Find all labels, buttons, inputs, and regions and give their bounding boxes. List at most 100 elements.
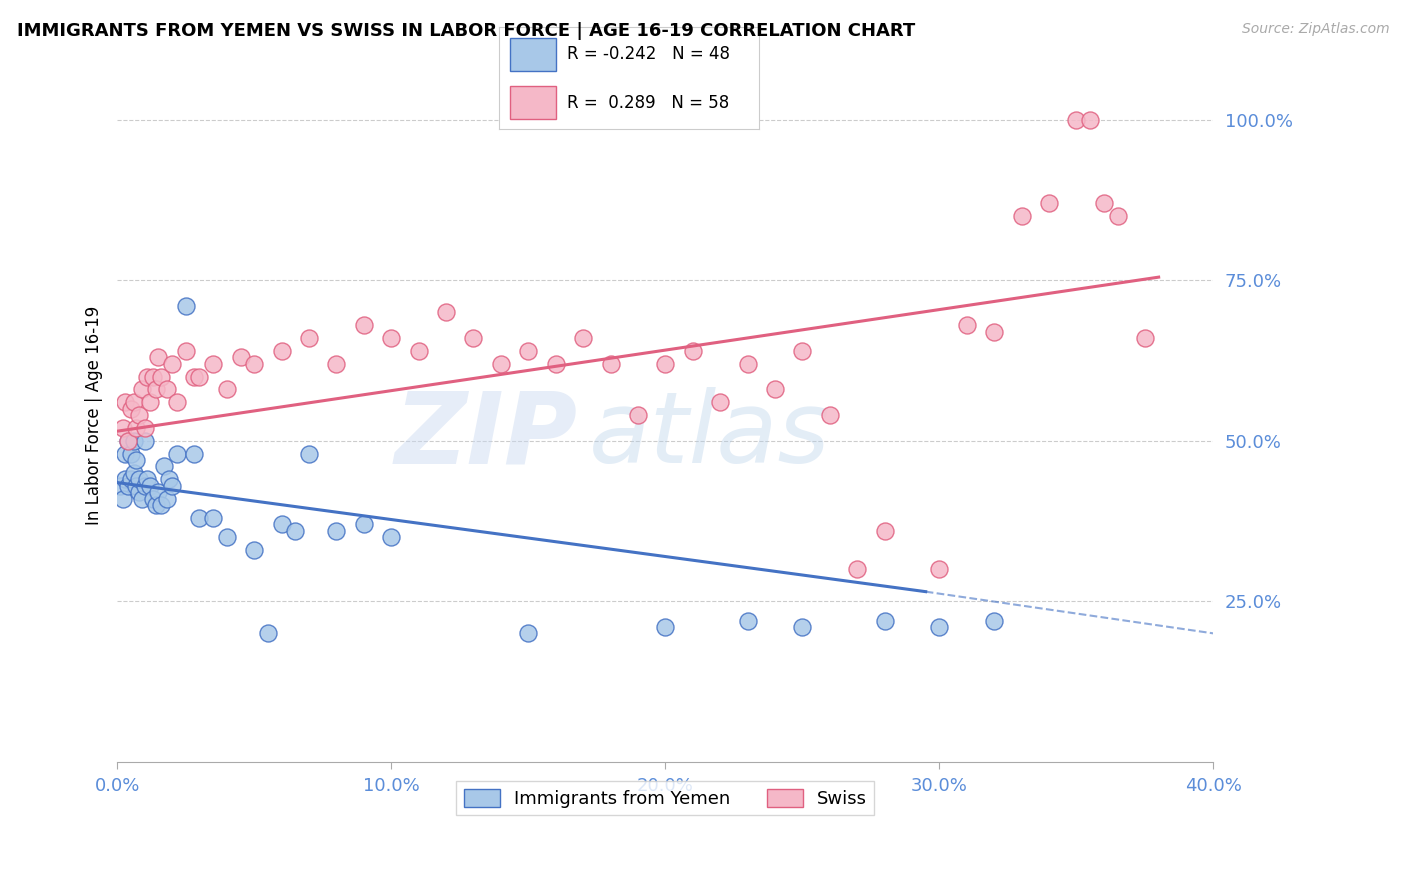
Point [257,626,280,640]
Point [682,343,704,358]
Point [174,343,197,358]
Point [1107,209,1129,223]
Point [202,511,225,525]
Point [142,369,165,384]
Point [284,524,307,538]
Text: R = -0.242   N = 48: R = -0.242 N = 48 [567,45,730,63]
Point [122,466,145,480]
Point [134,479,156,493]
Point [654,620,676,634]
Point [136,472,159,486]
Point [131,491,153,506]
Point [157,472,180,486]
Point [120,447,142,461]
Point [654,357,676,371]
Bar [509,38,557,70]
Point [188,369,211,384]
Point [122,434,145,448]
Point [270,343,292,358]
Point [148,485,170,500]
Point [873,524,896,538]
Point [166,447,188,461]
Point [117,434,139,448]
Point [125,453,148,467]
Point [544,357,567,371]
Point [627,408,650,422]
Text: IMMIGRANTS FROM YEMEN VS SWISS IN LABOR FORCE | AGE 16-19 CORRELATION CHART: IMMIGRANTS FROM YEMEN VS SWISS IN LABOR … [17,22,915,40]
Text: atlas: atlas [589,387,830,484]
Point [1078,112,1101,127]
Point [298,331,321,345]
Point [380,530,402,544]
Text: ZIP: ZIP [395,387,578,484]
Point [243,543,266,558]
Point [763,383,786,397]
Point [128,485,150,500]
Point [183,369,205,384]
Point [142,491,165,506]
Point [188,511,211,525]
Point [928,562,950,576]
Text: Source: ZipAtlas.com: Source: ZipAtlas.com [1241,22,1389,37]
Point [136,369,159,384]
Point [1133,331,1156,345]
Point [737,357,759,371]
Point [111,491,134,506]
Point [139,479,162,493]
Point [325,524,347,538]
Point [215,530,238,544]
Point [150,498,173,512]
Point [139,395,162,409]
Y-axis label: In Labor Force | Age 16-19: In Labor Force | Age 16-19 [86,306,103,524]
Point [737,614,759,628]
Point [243,357,266,371]
Point [792,343,814,358]
Text: R =  0.289   N = 58: R = 0.289 N = 58 [567,94,728,112]
Point [572,331,595,345]
Point [128,408,150,422]
Point [928,620,950,634]
Point [517,626,540,640]
Point [873,614,896,628]
Point [114,447,136,461]
Point [148,351,170,365]
Point [183,447,205,461]
Point [120,472,142,486]
Point [128,472,150,486]
Point [122,395,145,409]
Point [1092,196,1115,211]
Point [155,491,177,506]
Point [792,620,814,634]
Point [114,395,136,409]
Point [229,351,252,365]
Point [117,479,139,493]
Point [489,357,512,371]
Legend: Immigrants from Yemen, Swiss: Immigrants from Yemen, Swiss [457,781,875,815]
Point [114,472,136,486]
Point [145,498,167,512]
Point [166,395,188,409]
Point [298,447,321,461]
Point [983,614,1005,628]
Point [956,318,979,333]
Point [983,325,1005,339]
Point [1038,196,1060,211]
Point [270,517,292,532]
Point [152,459,174,474]
Point [134,434,156,448]
Point [709,395,731,409]
Point [380,331,402,345]
Point [408,343,430,358]
Point [125,479,148,493]
Point [353,318,375,333]
Point [434,305,457,319]
Point [155,383,177,397]
Point [325,357,347,371]
Point [463,331,485,345]
Point [120,401,142,416]
Point [202,357,225,371]
Point [150,369,173,384]
Point [125,421,148,435]
Point [160,479,183,493]
Point [353,517,375,532]
